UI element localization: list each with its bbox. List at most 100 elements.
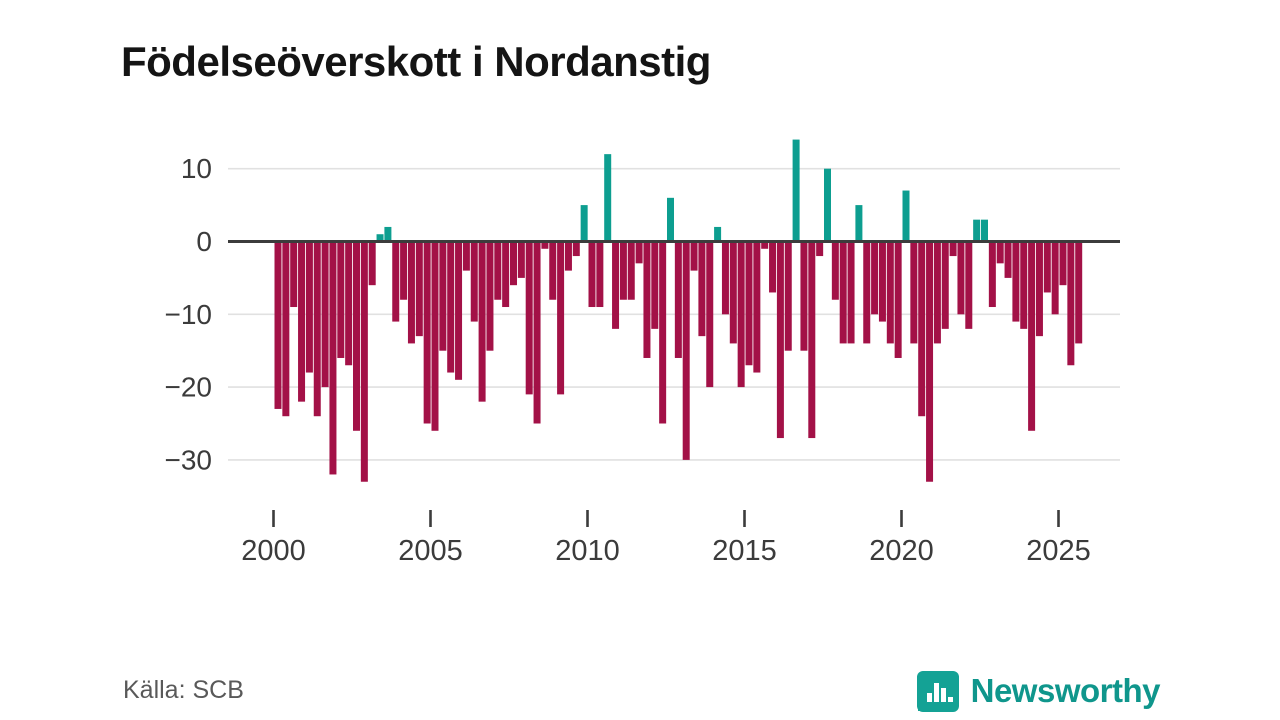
y-axis-label--30: −30 bbox=[165, 444, 213, 475]
bar-2001Q4 bbox=[329, 241, 337, 475]
bar-2005Q2 bbox=[439, 241, 447, 351]
bar-2024Q4 bbox=[1051, 241, 1059, 315]
bar-2001Q3 bbox=[321, 241, 329, 388]
bar-2019Q4 bbox=[894, 241, 902, 358]
bar-2003Q2 bbox=[376, 234, 384, 242]
bar-2008Q3 bbox=[541, 241, 549, 249]
bar-2025Q3 bbox=[1075, 241, 1083, 344]
bar-2000Q3 bbox=[290, 241, 298, 308]
bar-2021Q3 bbox=[949, 241, 957, 257]
bar-2024Q2 bbox=[1035, 241, 1043, 337]
bar-2003Q4 bbox=[392, 241, 400, 322]
bar-2020Q1 bbox=[902, 190, 910, 242]
bar-2023Q4 bbox=[1020, 241, 1028, 329]
y-axis-label-0: 0 bbox=[196, 226, 212, 257]
bar-2003Q3 bbox=[384, 226, 392, 242]
bar-2011Q4 bbox=[643, 241, 651, 358]
bar-2010Q1 bbox=[588, 241, 596, 308]
bar-2008Q2 bbox=[533, 241, 541, 424]
bar-2018Q1 bbox=[839, 241, 847, 344]
bar-2023Q1 bbox=[996, 241, 1004, 264]
bar-2007Q4 bbox=[517, 241, 525, 278]
bar-2014Q4 bbox=[737, 241, 745, 388]
bar-2025Q1 bbox=[1059, 241, 1067, 286]
bar-2008Q1 bbox=[525, 241, 533, 395]
x-axis-label-2025: 2025 bbox=[1026, 535, 1091, 567]
bar-2017Q4 bbox=[831, 241, 839, 300]
bar-2002Q3 bbox=[353, 241, 360, 431]
x-axis-label-2020: 2020 bbox=[869, 535, 934, 567]
bar-2015Q3 bbox=[761, 241, 769, 249]
bar-2024Q1 bbox=[1028, 241, 1036, 431]
bar-2011Q1 bbox=[619, 241, 627, 300]
bar-2017Q1 bbox=[808, 241, 816, 439]
bar-2014Q1 bbox=[714, 226, 722, 242]
bar-2004Q1 bbox=[400, 241, 408, 300]
bar-2017Q3 bbox=[824, 168, 831, 242]
bar-2020Q3 bbox=[918, 241, 926, 417]
bar-2013Q4 bbox=[706, 241, 714, 388]
bar-2003Q1 bbox=[368, 241, 376, 286]
bar-2019Q2 bbox=[878, 241, 886, 322]
bar-2018Q2 bbox=[847, 241, 855, 344]
bar-2006Q2 bbox=[470, 241, 478, 322]
bar-2002Q2 bbox=[345, 241, 353, 366]
bar-2021Q1 bbox=[933, 241, 941, 344]
bar-2009Q3 bbox=[572, 241, 580, 257]
y-axis-label--10: −10 bbox=[165, 299, 213, 330]
bar-2019Q3 bbox=[886, 241, 894, 344]
bar-2014Q3 bbox=[729, 241, 737, 344]
bar-2001Q2 bbox=[313, 241, 321, 417]
bar-2011Q2 bbox=[627, 241, 635, 300]
bar-2021Q4 bbox=[957, 241, 965, 315]
bar-2024Q3 bbox=[1043, 241, 1051, 293]
bar-2005Q4 bbox=[455, 241, 463, 380]
bar-2000Q1 bbox=[274, 241, 282, 409]
bar-2006Q4 bbox=[486, 241, 494, 351]
bar-2018Q3 bbox=[855, 205, 863, 242]
x-axis-label-2000: 2000 bbox=[241, 535, 306, 567]
bar-2017Q2 bbox=[816, 241, 824, 257]
bar-2023Q3 bbox=[1012, 241, 1020, 322]
bar-2008Q4 bbox=[549, 241, 557, 300]
y-axis-label--20: −20 bbox=[165, 372, 213, 403]
bar-2002Q1 bbox=[337, 241, 345, 358]
bar-2005Q3 bbox=[447, 241, 455, 373]
bar-2022Q4 bbox=[988, 241, 996, 308]
x-axis-label-2005: 2005 bbox=[398, 535, 463, 567]
bar-2015Q2 bbox=[753, 241, 761, 373]
bar-2012Q1 bbox=[651, 241, 659, 329]
bar-2016Q2 bbox=[784, 241, 792, 351]
bar-2013Q3 bbox=[698, 241, 706, 337]
newsworthy-logo: Newsworthy bbox=[916, 668, 1161, 714]
bar-2014Q2 bbox=[721, 241, 729, 315]
bar-2016Q4 bbox=[800, 241, 808, 351]
bar-2011Q3 bbox=[635, 241, 643, 264]
bar-2002Q4 bbox=[360, 241, 368, 482]
bar-2023Q2 bbox=[1004, 241, 1012, 278]
bar-2007Q1 bbox=[494, 241, 502, 300]
bar-2022Q2 bbox=[973, 219, 981, 242]
bar-2007Q2 bbox=[502, 241, 510, 308]
bar-chart-bubble-icon bbox=[916, 670, 959, 712]
bar-2013Q1 bbox=[682, 241, 690, 460]
bar-2009Q1 bbox=[557, 241, 565, 395]
bar-2006Q1 bbox=[462, 241, 470, 271]
page-title: Födelseöverskott i Nordanstig bbox=[121, 38, 711, 86]
bar-2020Q4 bbox=[926, 241, 934, 482]
bar-2012Q4 bbox=[674, 241, 682, 358]
bar-2019Q1 bbox=[871, 241, 879, 315]
x-axis-label-2015: 2015 bbox=[712, 535, 777, 567]
bar-2022Q1 bbox=[965, 241, 973, 329]
y-axis-label-10: 10 bbox=[181, 153, 212, 184]
bar-2015Q4 bbox=[769, 241, 777, 293]
bar-2025Q2 bbox=[1067, 241, 1075, 366]
bar-2009Q2 bbox=[564, 241, 572, 271]
bar-2021Q2 bbox=[941, 241, 949, 329]
bar-2015Q1 bbox=[745, 241, 753, 366]
bar-2010Q2 bbox=[596, 241, 604, 308]
bar-2007Q3 bbox=[510, 241, 517, 286]
bar-2004Q4 bbox=[423, 241, 431, 424]
x-axis-label-2010: 2010 bbox=[555, 535, 620, 567]
